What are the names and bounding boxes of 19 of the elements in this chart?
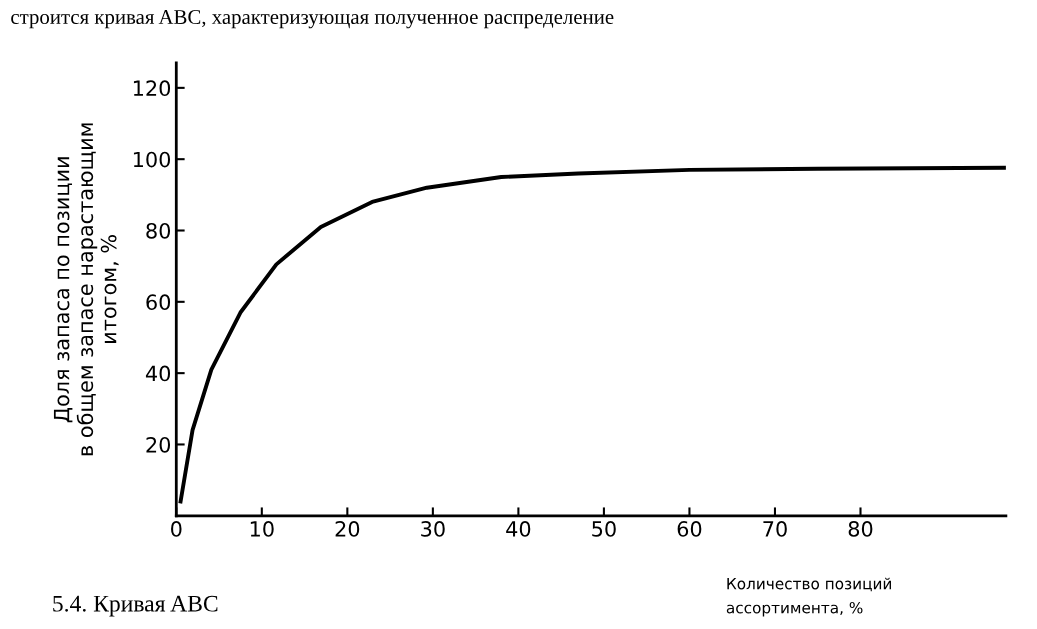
x-tick-label: 20 — [335, 521, 360, 537]
x-tick-label: 50 — [592, 521, 616, 537]
x-tick-label: 0 — [171, 521, 182, 537]
text: 5.4. Кривая ABC — [53, 595, 218, 617]
y-tick-label: 40 — [145, 365, 171, 382]
text: строится кривая ABC, характеризующая полученное распределение — [11, 10, 614, 29]
x-tick-label: 60 — [677, 521, 702, 537]
y-tick-label: 60 — [146, 294, 171, 311]
y-tick-label: 80 — [146, 222, 171, 239]
x-tick-label: 10 — [250, 521, 274, 537]
y-axis-title: Доля запаса по позиции в общем запасе нарастающим итогом, % — [53, 123, 119, 456]
y-tick-label: 120 — [133, 80, 171, 97]
x-tick-label: 40 — [506, 521, 531, 537]
x-axis-title: Количество позиций ассортимента, % — [726, 577, 891, 617]
x-tick-label: 30 — [421, 521, 445, 537]
y-tick-label: 20 — [146, 436, 171, 453]
x-tick-label: 70 — [763, 521, 787, 537]
y-tick-label: 100 — [133, 151, 171, 168]
x-tick-label: 80 — [848, 521, 873, 537]
